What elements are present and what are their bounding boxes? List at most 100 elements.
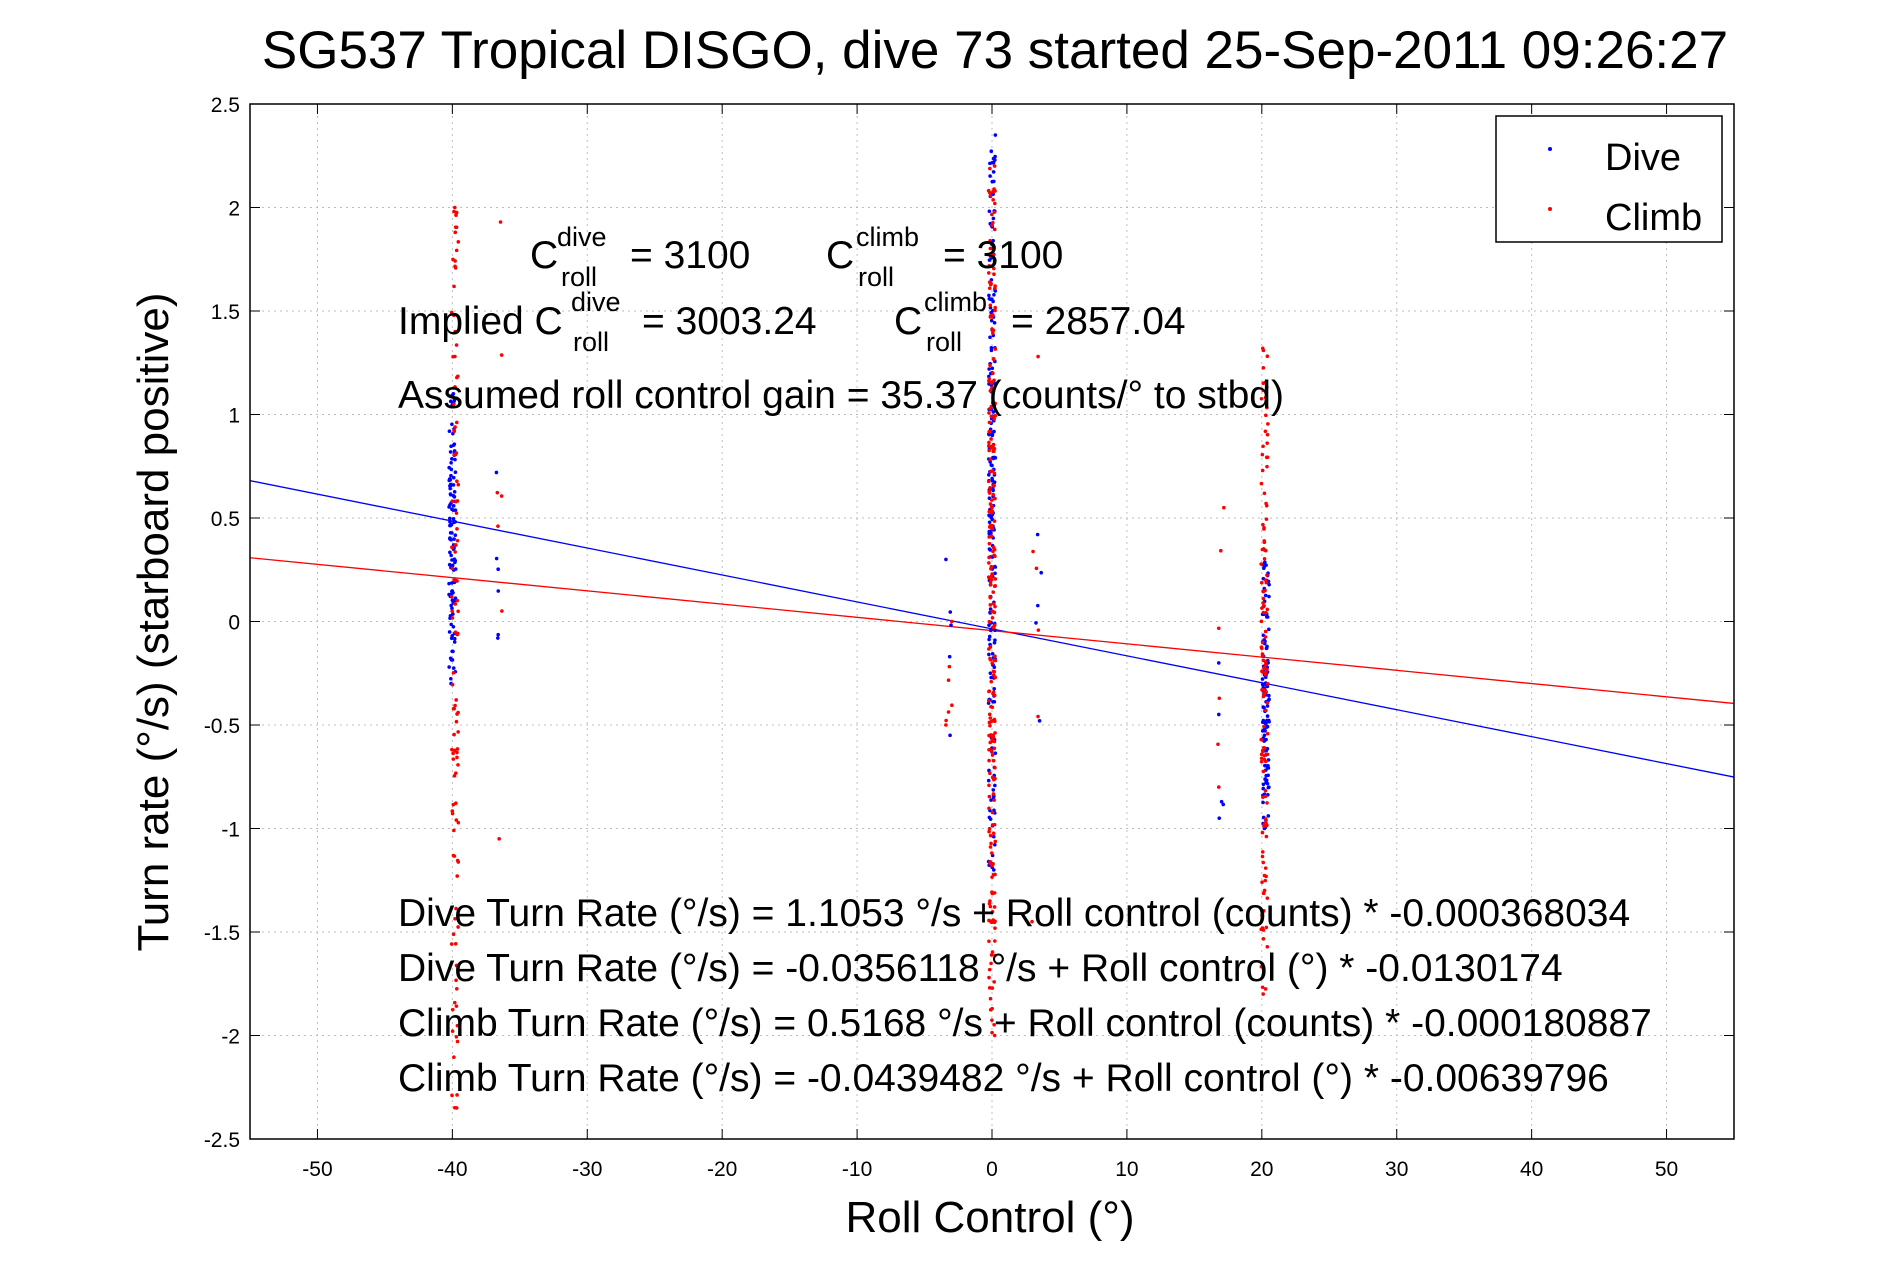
point-climb — [1265, 385, 1269, 389]
point-climb — [988, 580, 993, 584]
point-climb — [1261, 381, 1266, 386]
point-climb — [1265, 441, 1269, 445]
point-dive — [987, 367, 991, 371]
point-dive — [991, 156, 996, 161]
point-dive — [449, 483, 453, 488]
point-climb — [988, 771, 992, 776]
point-climb — [987, 411, 991, 415]
point-climb — [991, 266, 996, 271]
point-dive — [987, 768, 991, 773]
point-climb — [989, 582, 993, 587]
point-dive — [1039, 570, 1044, 575]
point-dive — [1260, 677, 1265, 681]
point-dive — [1264, 615, 1269, 619]
y-tick-label: 2.5 — [211, 94, 240, 117]
point-climb — [1259, 759, 1264, 764]
point-climb — [1265, 801, 1269, 805]
x-tick-label: 30 — [1385, 1158, 1408, 1181]
point-climb — [993, 308, 997, 313]
point-climb — [992, 669, 997, 674]
point-dive — [944, 557, 948, 562]
implied-climb-value: = 2857.04 — [1011, 300, 1186, 343]
legend-label-climb: Climb — [1605, 197, 1702, 239]
point-climb — [991, 328, 996, 333]
point-climb — [1216, 785, 1221, 789]
point-climb — [1262, 604, 1266, 608]
point-climb — [987, 826, 992, 831]
point-dive — [453, 533, 458, 538]
point-dive — [988, 628, 993, 633]
point-climb — [455, 1023, 460, 1028]
point-dive — [993, 289, 998, 293]
point-climb — [1266, 422, 1270, 426]
point-dive — [496, 567, 500, 572]
point-climb — [993, 305, 998, 310]
point-climb — [987, 794, 992, 799]
point-climb — [988, 246, 993, 251]
point-dive — [990, 463, 994, 468]
point-climb — [1259, 396, 1264, 401]
point-climb — [454, 396, 459, 401]
point-climb — [988, 457, 993, 461]
c-roll-climb-value: = 3100 — [943, 234, 1063, 277]
point-dive — [990, 476, 994, 481]
point-climb — [451, 751, 455, 756]
point-dive — [451, 666, 456, 670]
point-dive — [451, 625, 456, 629]
point-climb — [988, 845, 993, 849]
point-climb — [987, 758, 991, 763]
point-climb — [990, 1018, 994, 1022]
point-climb — [456, 820, 461, 825]
point-climb — [1222, 505, 1226, 510]
point-climb — [453, 703, 457, 708]
point-dive — [1264, 737, 1268, 742]
point-climb — [944, 723, 948, 727]
point-dive — [452, 398, 457, 403]
point-climb — [990, 251, 995, 255]
point-climb — [988, 656, 992, 661]
point-dive — [450, 422, 454, 427]
point-climb — [988, 904, 993, 909]
point-dive — [993, 842, 997, 847]
point-climb — [455, 579, 459, 583]
point-climb — [455, 747, 460, 751]
implied-climb-sub: roll — [926, 327, 962, 357]
point-climb — [1260, 547, 1265, 552]
point-climb — [1264, 517, 1269, 521]
point-climb — [452, 774, 457, 778]
point-dive — [1266, 766, 1271, 770]
point-climb — [993, 554, 997, 559]
point-climb — [453, 205, 457, 210]
point-climb — [1263, 662, 1268, 667]
point-dive — [447, 478, 452, 483]
point-climb — [991, 872, 996, 877]
point-climb — [1259, 562, 1263, 566]
point-dive — [988, 548, 993, 552]
point-climb — [1264, 503, 1269, 508]
point-climb — [992, 519, 997, 523]
point-climb — [449, 594, 454, 599]
point-climb — [1261, 937, 1266, 941]
point-dive — [989, 531, 993, 535]
point-dive — [993, 783, 997, 788]
x-tick-label: -30 — [572, 1158, 602, 1181]
point-dive — [1035, 532, 1040, 537]
point-climb — [455, 874, 460, 878]
point-climb — [992, 164, 997, 168]
x-axis-title: Roll Control (°) — [846, 1193, 1135, 1242]
point-climb — [1261, 891, 1266, 896]
point-climb — [991, 733, 995, 737]
point-dive — [992, 320, 997, 325]
point-climb — [1265, 405, 1269, 410]
point-climb — [988, 238, 992, 243]
point-climb — [1265, 432, 1270, 437]
point-dive — [991, 410, 996, 414]
point-climb — [1264, 413, 1268, 418]
point-dive — [1263, 777, 1267, 781]
point-dive — [453, 457, 457, 462]
point-dive — [1267, 785, 1271, 789]
point-climb — [992, 822, 997, 827]
point-dive — [992, 686, 997, 691]
point-climb — [452, 313, 457, 317]
